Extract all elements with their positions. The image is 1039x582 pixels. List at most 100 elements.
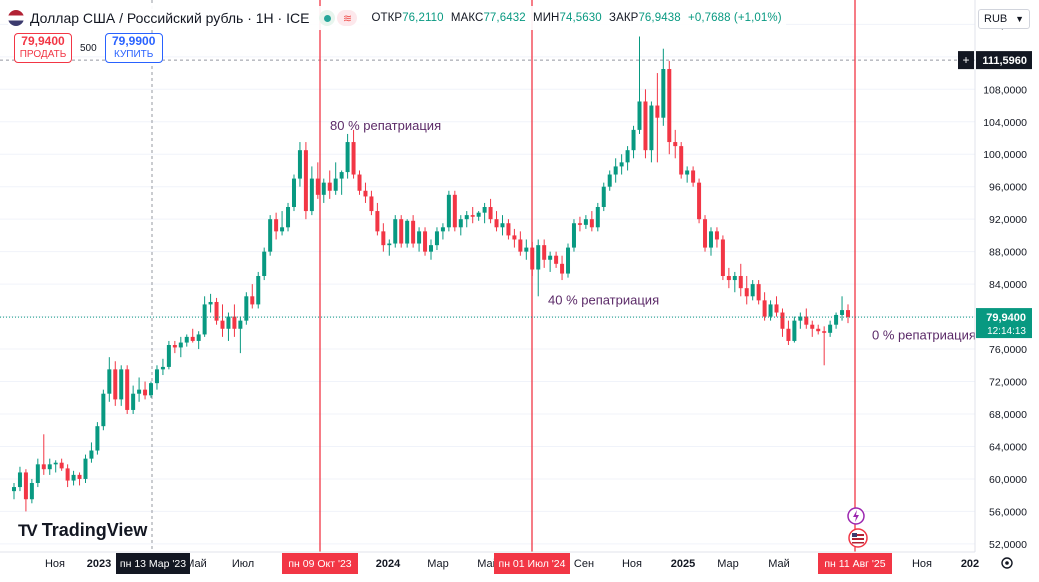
candle	[53, 460, 58, 473]
candle-body	[160, 366, 165, 370]
settings-icon[interactable]	[1001, 557, 1013, 569]
candle-body	[262, 251, 267, 276]
candle	[583, 215, 588, 229]
candle	[65, 464, 70, 488]
annotation-text[interactable]: 0 % репатриация	[872, 327, 976, 342]
chevron-down-icon: ▼	[1015, 14, 1024, 24]
lightning-event-icon[interactable]	[847, 507, 865, 525]
annotation-date-label: пн 01 Июл '24	[499, 558, 566, 570]
candle-body	[429, 245, 433, 252]
close-value: 76,9438	[638, 12, 681, 24]
candle-body	[399, 219, 404, 244]
candle	[816, 324, 821, 335]
tradingview-logo[interactable]: TV TradingView	[18, 520, 147, 541]
candle-body	[95, 426, 100, 451]
candle	[23, 469, 28, 512]
candle	[488, 198, 493, 224]
candle	[470, 207, 475, 224]
candle-body	[274, 219, 279, 232]
annotation-text[interactable]: 80 % репатриация	[330, 118, 441, 133]
candle	[429, 239, 433, 260]
candle-body	[762, 300, 767, 317]
candle	[220, 304, 225, 337]
candle-body	[571, 223, 576, 248]
annotation-date-label: пн 09 Окт '23	[288, 558, 351, 570]
candle	[595, 202, 600, 232]
candle	[804, 308, 809, 329]
candle-body	[649, 105, 654, 151]
buy-button[interactable]: 79,9900 КУПИТЬ	[104, 33, 163, 63]
candles	[12, 36, 850, 512]
candle-body	[256, 276, 261, 305]
price-tick-label: 92,0000	[989, 214, 1027, 226]
candle-body	[500, 223, 505, 228]
candle	[607, 170, 612, 191]
candle	[542, 239, 547, 268]
candle-body	[613, 166, 618, 175]
candle	[71, 470, 76, 486]
candle-body	[131, 393, 136, 410]
price-tick-label: 100,0000	[983, 149, 1027, 161]
candle-body	[113, 369, 118, 400]
candle	[160, 358, 165, 376]
candle-body	[518, 239, 523, 252]
candle-body	[53, 462, 58, 465]
candle-body	[834, 314, 839, 325]
candle-body	[595, 207, 600, 228]
sell-button[interactable]: 79,9400 ПРОДАТЬ	[14, 33, 72, 63]
candle	[506, 219, 511, 240]
currency-select[interactable]: RUB ▼	[978, 9, 1030, 29]
candle-body	[482, 207, 487, 213]
us-flag-event-icon[interactable]	[848, 528, 868, 548]
market-status-icon[interactable]	[319, 10, 336, 26]
candle-body	[685, 170, 690, 175]
price-axis[interactable]: 52,0000 56,0000 60,0000 64,0000 68,0000 72,00…	[958, 19, 1032, 551]
annotation-text[interactable]: 40 % репатриация	[548, 292, 659, 307]
candle-body	[286, 207, 291, 228]
candle-body	[828, 324, 833, 333]
candle	[822, 326, 827, 366]
plus-icon[interactable]: +	[962, 53, 969, 67]
buy-label: КУПИТЬ	[114, 49, 154, 60]
candle-body	[470, 215, 475, 217]
candle	[12, 483, 16, 500]
candle-body	[35, 464, 40, 483]
candle	[840, 296, 845, 321]
candle	[524, 239, 529, 260]
change-value: +0,7688 (+1,01%)	[688, 12, 782, 24]
candle	[405, 219, 410, 248]
time-axis[interactable]: Ноя 2023 Май Июл 2024 Мар Май Сен Ноя 2025 Мар Май Н…	[45, 553, 979, 574]
candle-body	[303, 150, 308, 212]
candle-body	[321, 182, 326, 195]
candle-body	[434, 231, 439, 246]
price-tick-label: 52,0000	[989, 539, 1027, 551]
candle	[792, 316, 797, 343]
indicator-wave-icon[interactable]: ≋	[337, 10, 358, 26]
candle-body	[107, 369, 112, 394]
candle-body	[184, 336, 189, 343]
candle	[458, 215, 463, 236]
countdown-label: 12:14:13	[987, 326, 1026, 337]
candle-body	[250, 296, 255, 305]
crosshair-price-label: 111,5960	[982, 55, 1027, 67]
candle-body	[59, 462, 64, 469]
time-tick-label: Мар	[427, 558, 449, 570]
candle	[297, 142, 302, 187]
candle-body	[244, 296, 249, 321]
candle-body	[71, 474, 76, 481]
candle-body	[381, 231, 386, 246]
candle	[750, 280, 755, 301]
candle	[232, 304, 237, 337]
candle	[268, 215, 273, 256]
symbol-title[interactable]: Доллар США / Российский рубль · 1Н · ICE	[30, 10, 310, 26]
candle	[714, 227, 719, 248]
crosshair-plus-bg[interactable]	[958, 51, 974, 70]
candle	[476, 211, 481, 221]
candle	[190, 328, 195, 343]
candle	[333, 162, 338, 195]
candle	[423, 227, 428, 256]
candle-body	[345, 142, 350, 173]
price-tick-label: 84,0000	[989, 279, 1027, 291]
candle	[274, 212, 279, 240]
